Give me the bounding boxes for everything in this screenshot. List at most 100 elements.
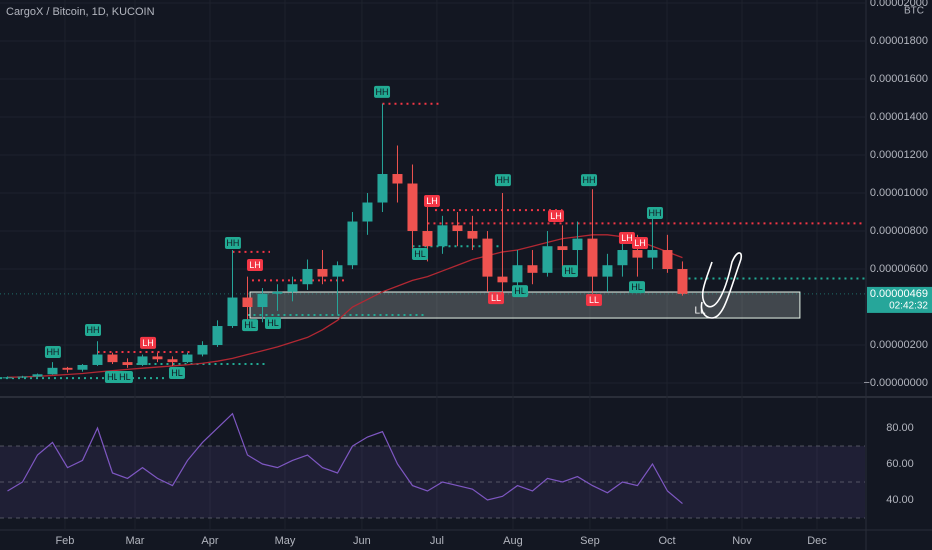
candle-body xyxy=(602,265,613,277)
candle-body xyxy=(197,345,208,355)
pivot-label: HL xyxy=(514,286,526,296)
pivot-label: HH xyxy=(46,347,59,357)
candle-body xyxy=(527,265,538,273)
unit-label: BTC xyxy=(904,6,924,17)
pivot-label: HL xyxy=(171,368,183,378)
y-tick-label: −0.00000000 xyxy=(863,377,928,389)
pivot-label: LL xyxy=(491,293,501,303)
candle-body xyxy=(617,250,628,266)
x-tick-label: Dec xyxy=(807,535,827,547)
candle-body xyxy=(632,250,643,258)
y-tick-label: 0.00000600 xyxy=(870,263,928,275)
pivot-label-box xyxy=(224,236,241,249)
pivot-label-box xyxy=(647,206,664,219)
pivot-label-box xyxy=(140,336,157,349)
y-tick-label: 0.00000200 xyxy=(870,339,928,351)
pivot-label-box xyxy=(374,85,391,98)
pivot-label-box xyxy=(629,281,646,294)
candle-body xyxy=(167,359,178,363)
candle-body xyxy=(182,354,193,363)
pivot-label: HH xyxy=(583,175,596,185)
pivot-label-box xyxy=(548,210,565,223)
x-tick-label: May xyxy=(275,535,296,547)
candle-body xyxy=(647,250,658,258)
candle-body xyxy=(317,269,328,277)
candle-body xyxy=(227,297,238,327)
candle-body xyxy=(332,265,343,277)
candle-body xyxy=(272,291,283,294)
candle-body xyxy=(437,225,448,247)
pivot-label: LH xyxy=(621,233,633,243)
pivot-label: HL xyxy=(119,372,131,382)
pivot-label: LH xyxy=(550,211,562,221)
pivot-label-box xyxy=(84,324,101,337)
pivot-label: HL xyxy=(107,372,119,382)
candle-body xyxy=(212,326,223,346)
candle-body xyxy=(62,367,73,370)
candle-body xyxy=(677,269,688,294)
pivot-label-box xyxy=(116,370,133,383)
rsi-tick-label: 60.00 xyxy=(886,458,914,470)
candle-body xyxy=(572,238,583,251)
pivot-label-box xyxy=(561,265,578,278)
candle-body xyxy=(422,231,433,247)
pivot-label: LH xyxy=(426,196,438,206)
pivot-label-box xyxy=(264,316,281,329)
pivot-label: LH xyxy=(634,238,646,248)
last-price-label: 0.00000469 xyxy=(870,288,928,300)
hand-drawn-curve xyxy=(700,252,743,319)
candle-body xyxy=(257,293,268,308)
pivot-label-box xyxy=(423,194,440,207)
candle-body xyxy=(137,356,148,365)
pivot-label: HL xyxy=(267,318,279,328)
candle-body xyxy=(152,356,163,360)
candle-body xyxy=(467,231,478,239)
candle-body xyxy=(377,174,388,203)
pivot-label: HL xyxy=(631,282,643,292)
pivot-label: HH xyxy=(496,175,509,185)
pivot-label: LH xyxy=(249,260,261,270)
pivot-label: HH xyxy=(226,238,239,248)
candle-body xyxy=(392,174,403,184)
y-tick-label: 0.00001000 xyxy=(870,187,928,199)
countdown-label: 02:42:32 xyxy=(889,301,928,312)
candle-body xyxy=(662,250,673,270)
candle-body xyxy=(92,354,103,365)
y-tick-label: 0.00001600 xyxy=(870,73,928,85)
x-tick-label: Feb xyxy=(55,535,74,547)
rsi-line xyxy=(7,412,683,505)
x-tick-label: Oct xyxy=(658,535,675,547)
pivot-label-box xyxy=(494,174,511,187)
rsi-tick-label: 80.00 xyxy=(886,422,914,434)
rsi-tick-label: 40.00 xyxy=(886,494,914,506)
candle-body xyxy=(242,297,253,308)
candle-body xyxy=(407,183,418,232)
candle-body xyxy=(287,284,298,292)
candle-body xyxy=(452,225,463,232)
candle-body xyxy=(47,367,58,375)
pivot-label: LL xyxy=(589,295,599,305)
pivot-label: HH xyxy=(376,87,389,97)
candle-body xyxy=(302,269,313,285)
y-tick-label: 0.00001200 xyxy=(870,149,928,161)
pivot-label-box xyxy=(44,346,61,359)
candle-body xyxy=(17,376,28,378)
y-tick-label: 0.00000800 xyxy=(870,225,928,237)
pivot-label-box xyxy=(488,292,505,305)
pivot-label-box xyxy=(632,236,649,249)
x-tick-label: Jul xyxy=(430,535,444,547)
chart-title: CargoX / Bitcoin, 1D, KUCOIN xyxy=(6,6,155,18)
candle-body xyxy=(32,374,43,377)
candle-body xyxy=(107,354,118,363)
pivot-label-box xyxy=(242,319,259,332)
candle-body xyxy=(482,238,493,277)
y-tick-label: 0.00001800 xyxy=(870,35,928,47)
pivot-label-box xyxy=(168,366,185,379)
x-tick-label: Nov xyxy=(732,535,752,547)
x-tick-label: Mar xyxy=(126,535,145,547)
candle-body xyxy=(77,364,88,370)
pivot-label-box xyxy=(585,293,602,306)
pivot-label: LL xyxy=(694,306,706,317)
candle-body xyxy=(122,362,133,365)
moving-average xyxy=(7,234,683,378)
